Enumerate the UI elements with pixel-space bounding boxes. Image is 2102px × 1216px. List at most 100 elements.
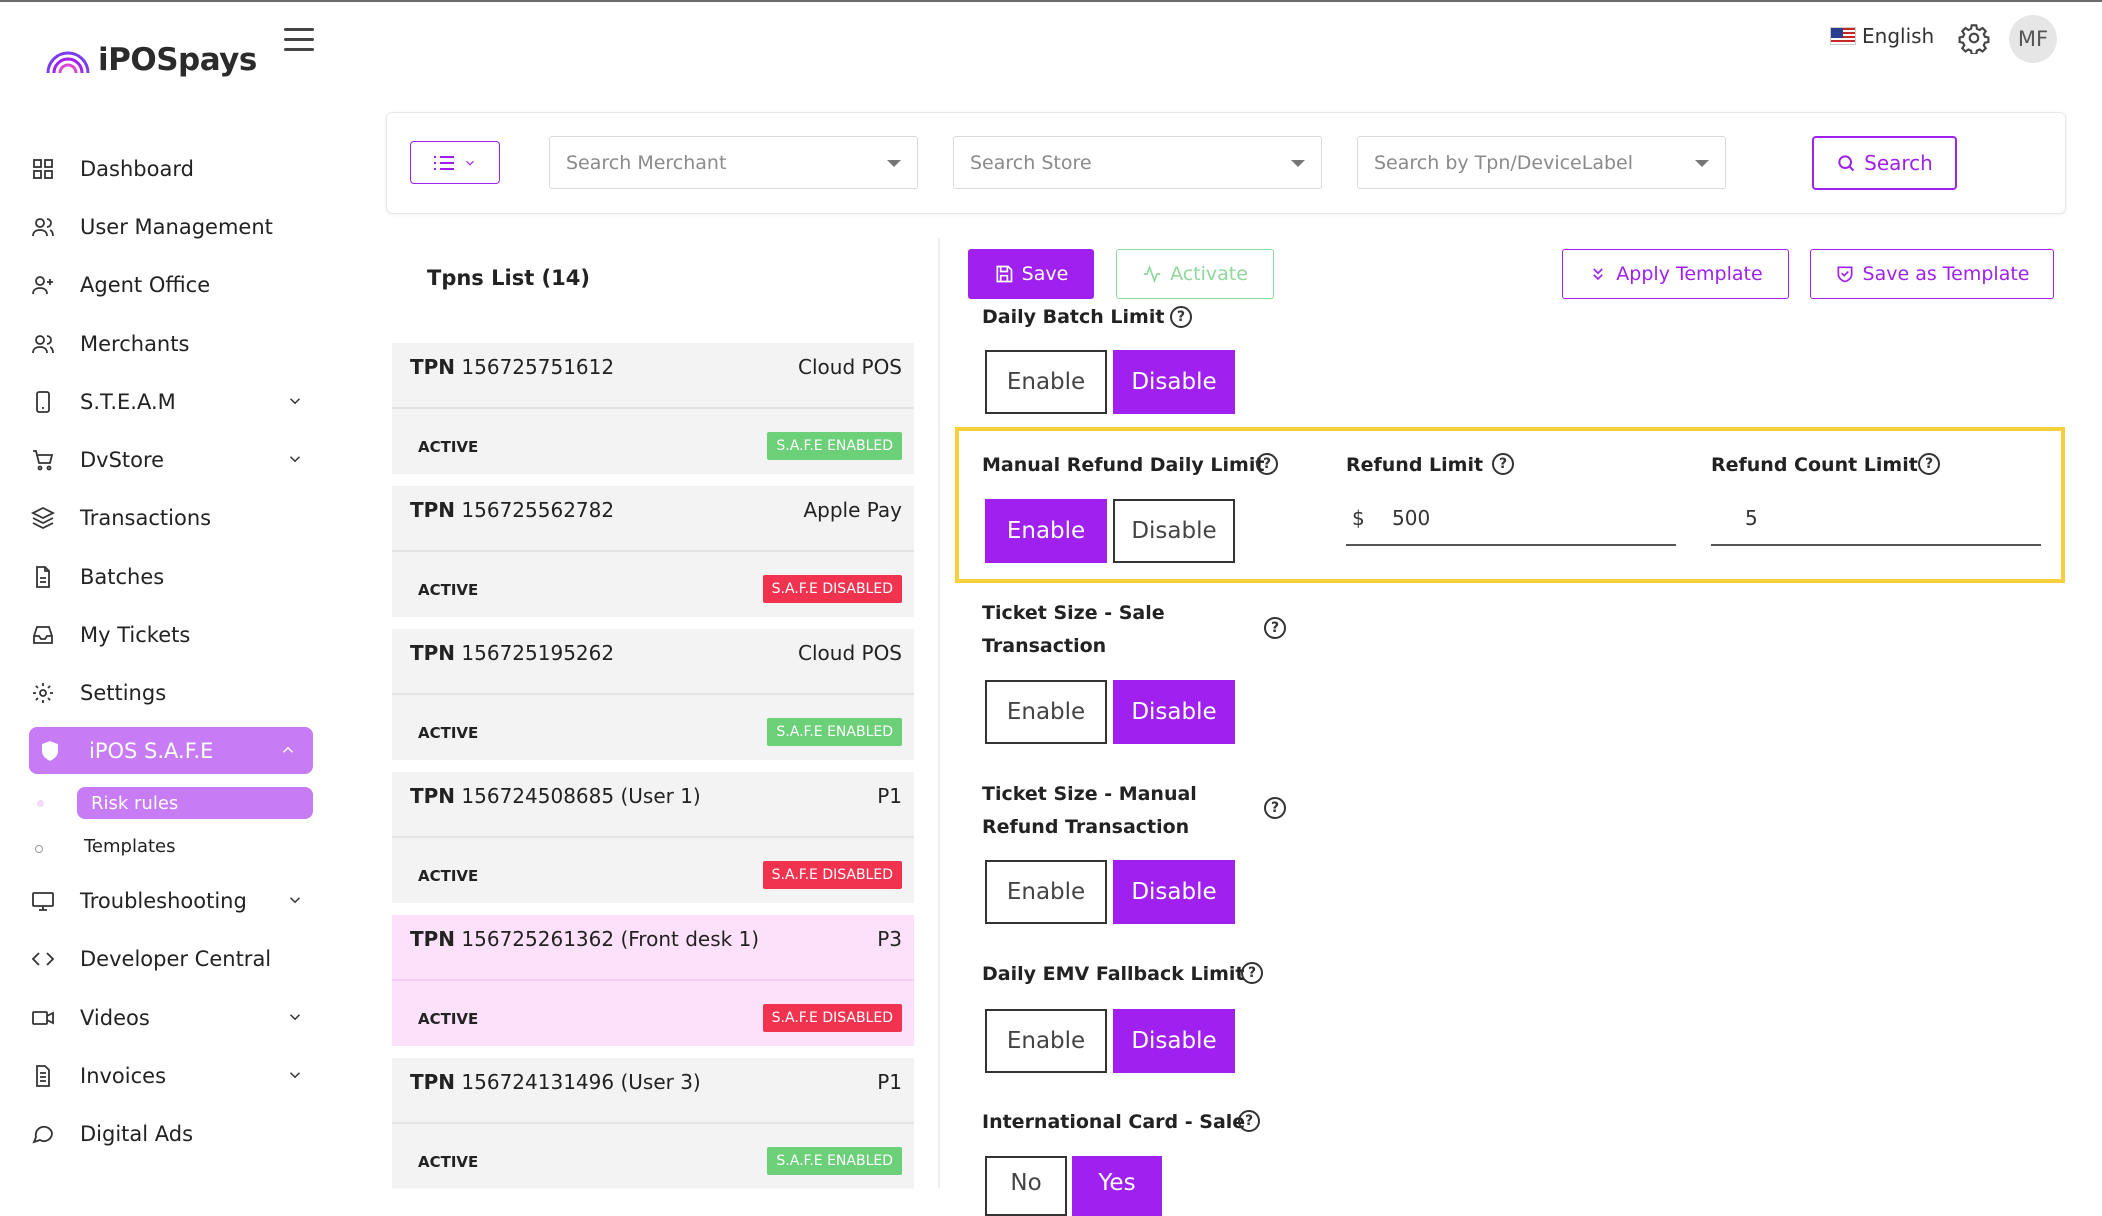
refund-limit-label: Refund Limit — [1346, 454, 1484, 476]
hamburger-menu-icon[interactable] — [284, 28, 314, 54]
tpn-list-title: Tpns List (14) — [427, 266, 590, 290]
tpn-list-item[interactable]: TPN 156725195262 Cloud POS ACTIVE S.A.F.… — [392, 629, 914, 760]
inbox-icon — [30, 622, 56, 648]
help-icon[interactable]: ? — [1170, 306, 1192, 328]
status-text: ACTIVE — [418, 581, 479, 599]
sidebar-item-label: User Management — [80, 215, 273, 239]
device-label: Apple Pay — [803, 498, 902, 522]
sidebar-item-digital-ads[interactable]: Digital Ads — [30, 1111, 312, 1157]
gear-icon[interactable] — [1958, 22, 1990, 54]
currency-symbol: $ — [1352, 506, 1365, 530]
chevron-down-icon[interactable] — [286, 450, 304, 468]
manual-refund-disable-button[interactable]: Disable — [1113, 499, 1235, 563]
top-border — [0, 0, 2102, 2]
device-label: P1 — [877, 1070, 902, 1094]
daily-batch-enable-button[interactable]: Enable — [985, 350, 1107, 414]
divider — [392, 693, 914, 695]
avatar[interactable]: MF — [2009, 15, 2057, 63]
manual-refund-enable-button[interactable]: Enable — [985, 499, 1107, 563]
intl-card-no-button[interactable]: No — [985, 1156, 1067, 1216]
sidebar-item-videos[interactable]: Videos — [30, 995, 312, 1041]
sidebar-item-user-management[interactable]: User Management — [30, 204, 312, 250]
sidebar-item-steam[interactable]: S.T.E.A.M — [30, 379, 312, 425]
language-label: English — [1862, 24, 1935, 48]
tpn-number: TPN 156725261362 (Front desk 1) — [410, 927, 760, 951]
video-icon — [30, 1005, 56, 1031]
shield-check-icon — [1837, 266, 1853, 283]
panel-divider — [938, 238, 940, 1188]
help-icon[interactable]: ? — [1918, 453, 1940, 475]
help-icon[interactable]: ? — [1241, 962, 1263, 984]
status-text: ACTIVE — [418, 438, 479, 456]
intl-card-yes-button[interactable]: Yes — [1072, 1156, 1162, 1216]
save-button[interactable]: Save — [968, 249, 1094, 299]
sidebar-item-troubleshooting[interactable]: Troubleshooting — [30, 878, 312, 924]
sidebar-item-dashboard[interactable]: Dashboard — [30, 146, 312, 192]
status-text: ACTIVE — [418, 867, 479, 885]
search-button[interactable]: Search — [1812, 136, 1957, 190]
emv-fallback-label: Daily EMV Fallback Limit — [982, 963, 1245, 985]
activate-button[interactable]: Activate — [1116, 249, 1274, 299]
help-icon[interactable]: ? — [1264, 617, 1286, 639]
help-icon[interactable]: ? — [1264, 797, 1286, 819]
language-selector[interactable]: English — [1830, 24, 1934, 48]
subnav-templates[interactable]: Templates — [84, 836, 176, 857]
subnav-risk-rules[interactable]: Risk rules — [77, 787, 313, 819]
chevron-down-icon — [466, 160, 474, 166]
activity-icon — [1143, 264, 1161, 284]
chevron-down-icon[interactable] — [286, 392, 304, 410]
sidebar-item-agent-office[interactable]: Agent Office — [30, 262, 312, 308]
activate-button-label: Activate — [1170, 263, 1248, 285]
monitor-icon — [30, 888, 56, 914]
sidebar-item-merchants[interactable]: Merchants — [30, 321, 312, 367]
save-as-template-button[interactable]: Save as Template — [1810, 249, 2054, 299]
help-icon[interactable]: ? — [1238, 1110, 1260, 1132]
sidebar-item-transactions[interactable]: Transactions — [30, 495, 312, 541]
app-logo[interactable]: iPOSpays — [44, 42, 257, 78]
apply-template-button[interactable]: Apply Template — [1562, 249, 1789, 299]
sidebar-item-batches[interactable]: Batches — [30, 554, 312, 600]
emv-fallback-enable-button[interactable]: Enable — [985, 1009, 1107, 1073]
sidebar-item-label: S.T.E.A.M — [80, 390, 176, 414]
sidebar-item-settings[interactable]: Settings — [30, 670, 312, 716]
list-view-toggle[interactable] — [410, 141, 500, 184]
device-label: P1 — [877, 784, 902, 808]
device-label: P3 — [877, 927, 902, 951]
ticket-refund-enable-button[interactable]: Enable — [985, 860, 1107, 924]
tpn-list-item[interactable]: TPN 156725562782 Apple Pay ACTIVE S.A.F.… — [392, 486, 914, 617]
sidebar-item-dvstore[interactable]: DvStore — [30, 437, 312, 483]
help-icon[interactable]: ? — [1256, 453, 1278, 475]
message-icon — [30, 1121, 56, 1147]
chevron-down-icon[interactable] — [286, 1066, 304, 1084]
search-store-select[interactable]: Search Store — [953, 136, 1322, 189]
tpn-list-item[interactable]: TPN 156724508685 (User 1) P1 ACTIVE S.A.… — [392, 772, 914, 903]
layers-icon — [30, 505, 56, 531]
sidebar-item-developer-central[interactable]: Developer Central — [30, 936, 312, 982]
chevron-down-icon[interactable] — [286, 1008, 304, 1026]
sidebar-item-invoices[interactable]: Invoices — [30, 1053, 312, 1099]
help-icon[interactable]: ? — [1492, 453, 1514, 475]
chevron-down-icon[interactable] — [286, 891, 304, 909]
tpn-number: TPN 156724131496 (User 3) — [410, 1070, 701, 1094]
chevron-up-icon[interactable] — [279, 741, 297, 763]
refund-count-limit-input[interactable]: 5 — [1711, 496, 2041, 546]
emv-fallback-disable-button[interactable]: Disable — [1113, 1009, 1235, 1073]
tpn-list-item[interactable]: TPN 156725751612 Cloud POS ACTIVE S.A.F.… — [392, 343, 914, 474]
caret-down-icon — [1695, 160, 1709, 167]
sidebar-item-ipos-safe[interactable]: iPOS S.A.F.E — [29, 727, 313, 774]
tpn-list-item[interactable]: TPN 156724131496 (User 3) P1 ACTIVE S.A.… — [392, 1058, 914, 1189]
ticket-sale-enable-button[interactable]: Enable — [985, 680, 1107, 744]
ticket-sale-disable-button[interactable]: Disable — [1113, 680, 1235, 744]
search-merchant-select[interactable]: Search Merchant — [549, 136, 918, 189]
daily-batch-disable-button[interactable]: Disable — [1113, 350, 1235, 414]
safe-status-badge: S.A.F.E ENABLED — [767, 718, 902, 746]
sidebar-item-label: DvStore — [80, 448, 165, 472]
list-icon — [434, 155, 454, 170]
sidebar-item-my-tickets[interactable]: My Tickets — [30, 612, 312, 658]
international-card-label: International Card - Sale — [982, 1111, 1246, 1133]
tpn-list-item-selected[interactable]: TPN 156725261362 (Front desk 1) P3 ACTIV… — [392, 915, 914, 1046]
ticket-refund-disable-button[interactable]: Disable — [1113, 860, 1235, 924]
refund-limit-input[interactable]: $ 500 — [1346, 496, 1676, 546]
search-tpn-select[interactable]: Search by Tpn/DeviceLabel — [1357, 136, 1726, 189]
device-label: Cloud POS — [798, 641, 902, 665]
